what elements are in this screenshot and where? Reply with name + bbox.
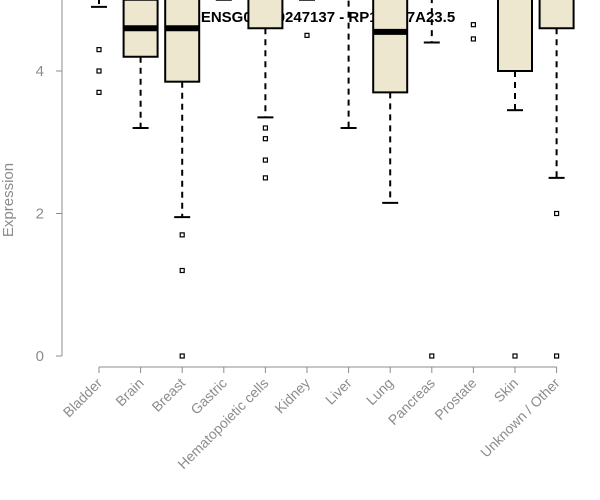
x-tick-label: Bladder: [60, 375, 106, 421]
x-tick-label: Brain: [112, 375, 146, 409]
outlier-point: [262, 136, 268, 142]
x-tick-label: Lung: [363, 375, 396, 408]
outlier-point: [96, 89, 102, 95]
x-tick-label: Skin: [491, 375, 522, 406]
x-tick-label: Prostate: [431, 375, 479, 423]
outlier-point: [470, 22, 476, 28]
x-tick-label: Unknown / Other: [477, 375, 563, 461]
box-brain: [122, 0, 159, 129]
box-breast: [164, 0, 201, 359]
y-tick-label: 0: [36, 348, 44, 365]
box-liver: [340, 0, 357, 129]
box-series: [91, 0, 575, 359]
y-axis: 02468: [36, 0, 63, 365]
box-body: [372, 0, 409, 94]
box-body: [247, 0, 284, 30]
x-tick-label: Kidney: [272, 375, 314, 417]
box-unknown-other: [538, 0, 575, 359]
box-prostate: [470, 22, 476, 42]
outlier-point: [429, 353, 435, 359]
outlier-point: [179, 232, 185, 238]
outlier-point: [553, 353, 560, 359]
chart-title: ENSG00000247137 - RP11-727A23.5: [201, 9, 455, 26]
box-kidney: [299, 0, 315, 38]
outlier-point: [512, 353, 518, 359]
box-skin: [497, 0, 533, 359]
outlier-point: [262, 125, 268, 131]
outlier-point: [262, 157, 268, 163]
box-hematopoietic-cells: [247, 0, 284, 181]
outlier-point: [470, 36, 476, 42]
y-axis-label: Expression: [0, 163, 17, 237]
outlier-point: [179, 267, 185, 274]
outlier-point: [262, 175, 268, 181]
box-lung: [372, 0, 409, 204]
box-bladder: [91, 0, 107, 95]
outlier-point: [553, 210, 560, 217]
outlier-point: [96, 47, 102, 53]
box-body: [164, 0, 201, 83]
y-tick-label: 4: [36, 63, 44, 80]
outlier-point: [179, 353, 185, 359]
y-tick-label: 2: [36, 206, 44, 223]
outlier-point: [304, 32, 310, 38]
x-tick-label: Liver: [322, 375, 355, 408]
x-tick-label: Breast: [148, 375, 188, 415]
box-pancreas: [423, 0, 440, 359]
box-body: [538, 0, 575, 30]
outlier-point: [96, 68, 102, 74]
box-body: [497, 0, 533, 72]
